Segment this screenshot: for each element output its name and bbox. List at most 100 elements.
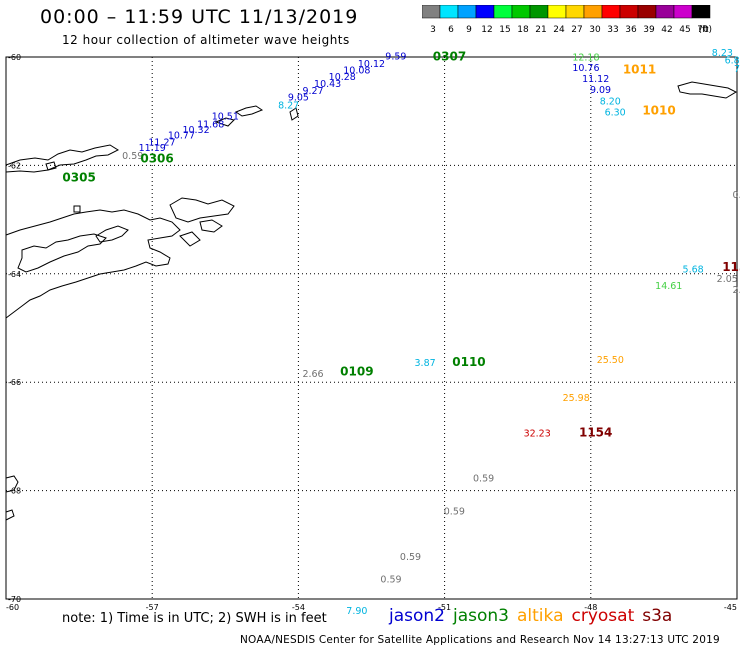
scale-tick-label: 12 <box>481 25 492 35</box>
legend-item-s3a: s3a <box>642 606 673 626</box>
latitude-label: -62 <box>8 161 21 170</box>
pass-time-label: 1154 <box>579 425 612 439</box>
longitude-label: -45 <box>724 603 737 612</box>
wave-height-value: 14.61 <box>655 281 682 292</box>
wave-height-value: 11.27 <box>148 137 175 148</box>
wave-height-value: 7.90 <box>346 606 367 617</box>
coastline-segment <box>214 117 235 127</box>
wave-height-value: 25.98 <box>563 393 590 404</box>
longitude-label: -60 <box>6 603 19 612</box>
scale-tick-label: 18 <box>517 25 529 35</box>
wave-height-value: 8.20 <box>600 97 621 108</box>
latitude-label: -66 <box>8 378 21 387</box>
map-title: 00:00 – 11:59 UTC 11/13/2019 <box>40 6 359 28</box>
pass-time-label: 0305 <box>62 171 95 185</box>
scale-tick-label: 36 <box>625 25 637 35</box>
wave-height-value: 9.27 <box>302 86 323 97</box>
wave-height-value: 0.59 <box>122 151 143 162</box>
pass-time-label: 0306 <box>140 152 173 166</box>
coastline-segment <box>73 205 81 213</box>
wave-height-value: 12.18 <box>572 52 599 63</box>
wave-height-value: 11.12 <box>582 74 609 85</box>
coastline-segment <box>17 233 107 273</box>
longitude-label: -48 <box>584 603 597 612</box>
coastline-segment <box>95 225 129 243</box>
coastline-segment <box>45 161 57 171</box>
coastline-segment <box>5 475 19 493</box>
wave-height-value: 10.12 <box>358 59 385 70</box>
wave-height-value: 8.23 <box>712 48 733 59</box>
pass-time-label: 0109 <box>340 365 373 379</box>
coastline-segment <box>5 209 181 319</box>
scale-tick-label: 9 <box>466 25 472 35</box>
pass-time-label: 0110 <box>452 355 485 369</box>
map-subtitle: 12 hour collection of altimeter wave hei… <box>62 33 350 47</box>
scale-tick-label: 27 <box>571 25 582 35</box>
wave-height-value: 11.19 <box>139 143 166 154</box>
latitude-label: -68 <box>8 487 21 496</box>
scale-tick-label: 39 <box>643 25 655 35</box>
scale-tick-label: 42 <box>661 25 672 35</box>
pass-time-label: 0307 <box>433 49 466 63</box>
latitude-label: -64 <box>8 270 21 279</box>
wave-height-value: 11.68 <box>197 119 224 130</box>
wave-height-value: 9.05 <box>288 92 309 103</box>
wave-height-value: 8.27 <box>278 100 299 111</box>
scale-tick-label: 33 <box>607 25 618 35</box>
legend-item-jason2: jason2 <box>389 606 445 626</box>
scale-tick-label: 45 <box>679 25 690 35</box>
legend-item-jason3: jason3 <box>453 606 509 626</box>
wave-height-value: 0.59 <box>444 506 465 517</box>
coastline-segment <box>234 105 264 117</box>
wave-height-value: 0.59 <box>380 575 401 586</box>
footnote: note: 1) Time is in UTC; 2) SWH is in fe… <box>62 611 327 626</box>
wave-height-value: 10.77 <box>168 130 195 141</box>
coastline-segment <box>5 509 15 521</box>
wave-height-value: 6.8 <box>725 56 740 67</box>
wave-height-value: 2.66 <box>302 369 323 380</box>
coastline <box>5 81 738 521</box>
pass-time-label: 1010 <box>642 103 675 117</box>
map-frame <box>5 56 738 600</box>
wave-height-value: 5.68 <box>683 265 704 276</box>
wave-height-value: 10.08 <box>343 65 370 76</box>
wave-height-value: 10.51 <box>212 111 239 122</box>
scale-tick-label: 15 <box>499 25 510 35</box>
wave-height-value: 10.28 <box>329 72 356 83</box>
scale-tick-label: 24 <box>553 25 565 35</box>
credit-line: NOAA/NESDIS Center for Satellite Applica… <box>240 634 720 646</box>
wave-height-value: 6.30 <box>605 108 626 119</box>
wave-height-value: 32.23 <box>524 428 551 439</box>
pass-time-label: 115. <box>722 260 740 274</box>
legend-item-cryosat: cryosat <box>571 606 635 626</box>
pass-time-label: 1011 <box>623 62 656 76</box>
longitude-label: -57 <box>146 603 159 612</box>
coastline-segment <box>289 107 299 121</box>
coastline-segment <box>5 144 120 173</box>
wave-height-value: 25.50 <box>597 355 624 366</box>
scale-swatch <box>691 5 711 19</box>
scale-tick-label: 30 <box>589 25 601 35</box>
wave-height-value: 10.32 <box>182 125 209 136</box>
scale-tick-label: 21 <box>535 25 546 35</box>
wave-height-value: 10.43 <box>314 79 341 90</box>
wave-height-value: 0.59 <box>473 473 494 484</box>
wave-height-value: 0. <box>732 190 740 201</box>
latitude-label: -70 <box>8 595 21 604</box>
wave-height-value: 2.05 <box>717 274 738 285</box>
legend-item-altika: altika <box>517 606 564 626</box>
wave-height-value: 9.59 <box>385 52 406 63</box>
color-scale: 3 6 9 12 15 18 21 24 27 30 33 36 39 42 45 70(ft) <box>422 5 712 35</box>
scale-tick-label: 6 <box>448 25 454 35</box>
wave-height-value: 10.76 <box>572 63 599 74</box>
latitude-label: -60 <box>8 53 21 62</box>
wave-height-value: 7 <box>734 64 740 75</box>
coastline-segment <box>169 197 235 223</box>
wave-height-value: 9.09 <box>590 85 611 96</box>
longitude-label: -54 <box>292 603 305 612</box>
wave-height-value: 0.59 <box>400 552 421 563</box>
coastline-segment <box>179 231 201 247</box>
longitude-label: -51 <box>438 603 451 612</box>
wave-height-value: 3.87 <box>415 358 436 369</box>
coastline-segment <box>199 219 223 233</box>
